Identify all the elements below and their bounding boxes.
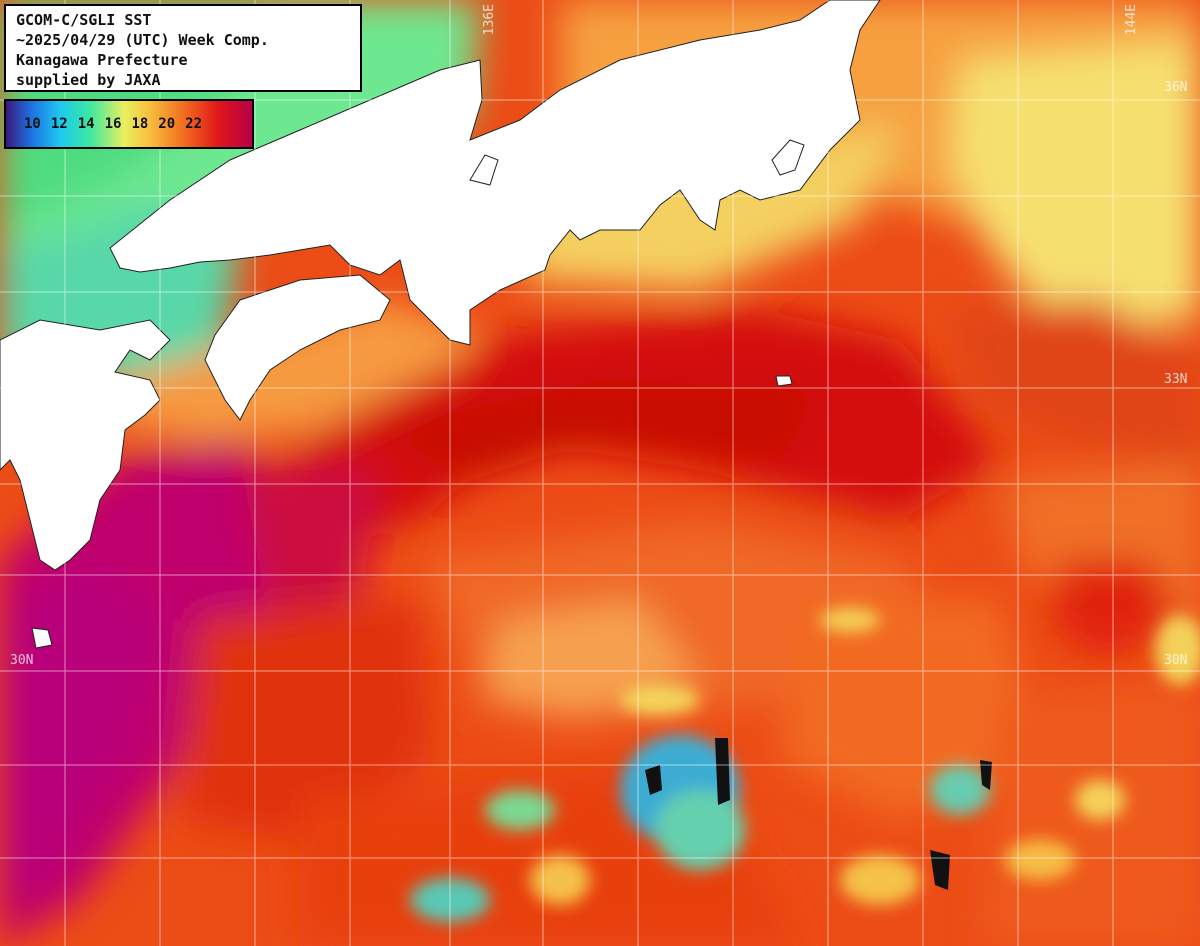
temperature-color-legend: 10 12 14 16 18 20 22 [4,99,254,149]
supplier-credit: supplied by JAXA [16,71,161,89]
legend-value: 14 [77,116,95,132]
land-mass [0,0,881,649]
legend-value: 22 [185,116,203,132]
region-name: Kanagawa Prefecture [16,51,188,69]
title-box: GCOM-C/SGLI SST ~2025/04/29 (UTC) Week C… [4,4,362,92]
product-name: GCOM-C/SGLI SST [16,11,152,29]
lat-label-30n-right: 30N [1164,653,1188,668]
legend-value: 10 [24,116,41,132]
lon-label-136e: 136E [482,4,497,36]
legend-value: 12 [50,116,68,132]
lon-label-144e: 144E [1124,4,1139,36]
legend-value: 18 [131,116,149,132]
lat-label-33n: 33N [1164,372,1188,387]
legend-value: 16 [104,116,122,132]
composite-date: ~2025/04/29 (UTC) Week Comp. [16,31,269,49]
legend-value: 20 [158,116,176,132]
lat-label-36n: 36N [1164,80,1188,95]
lat-label-30n-left: 30N [10,653,34,668]
